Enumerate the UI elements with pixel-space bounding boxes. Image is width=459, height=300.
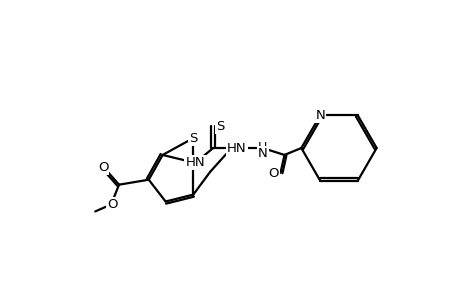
Text: H: H bbox=[257, 140, 267, 154]
Text: O: O bbox=[268, 167, 278, 180]
Text: N: N bbox=[314, 109, 325, 122]
Text: O: O bbox=[98, 161, 108, 174]
Text: HN: HN bbox=[185, 156, 205, 170]
Text: S: S bbox=[189, 132, 197, 145]
Text: S: S bbox=[215, 120, 224, 133]
Text: N: N bbox=[257, 148, 267, 160]
Text: HN: HN bbox=[227, 142, 246, 154]
Text: O: O bbox=[106, 198, 117, 211]
